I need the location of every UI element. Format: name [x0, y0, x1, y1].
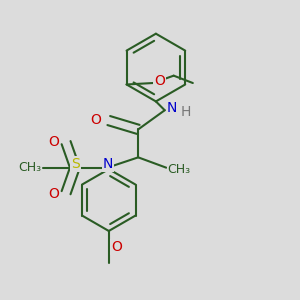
Text: O: O: [49, 187, 60, 201]
Text: N: N: [103, 157, 113, 171]
Text: H: H: [181, 105, 191, 119]
Text: N: N: [166, 101, 177, 115]
Text: CH₃: CH₃: [18, 161, 41, 174]
Text: S: S: [71, 157, 80, 171]
Text: O: O: [91, 113, 101, 127]
Text: CH₃: CH₃: [168, 163, 191, 176]
Text: O: O: [111, 240, 122, 254]
Text: O: O: [154, 74, 165, 88]
Text: O: O: [49, 135, 60, 149]
